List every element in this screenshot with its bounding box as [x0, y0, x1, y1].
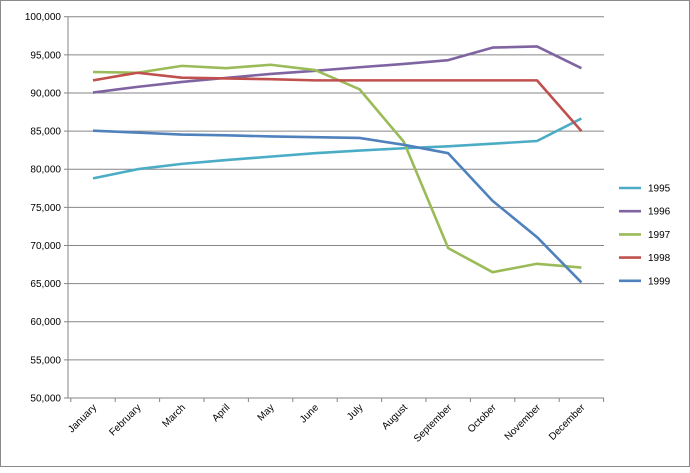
- x-tick-label: October: [466, 402, 499, 435]
- y-tick-label: 90,000: [30, 88, 61, 99]
- x-tick-label: May: [256, 402, 277, 423]
- y-tick-label: 75,000: [30, 203, 61, 214]
- y-tick-label: 85,000: [30, 127, 61, 138]
- x-tick-label: January: [66, 402, 99, 435]
- series-lines: [93, 46, 582, 282]
- legend-label-1998: 1998: [648, 253, 671, 264]
- legend-label-1999: 1999: [648, 276, 671, 287]
- x-tick-label: April: [210, 402, 232, 424]
- y-axis-ticks: 50,000 55,000 60,000 65,000 70,000 75,000 80,0…: [25, 12, 68, 404]
- series-line-1999: [93, 131, 581, 283]
- y-tick-label: 70,000: [30, 241, 61, 252]
- y-tick-label: 100,000: [25, 12, 62, 23]
- x-tick-label: August: [380, 402, 410, 432]
- x-tick-label: November: [503, 402, 544, 443]
- y-tick-label: 55,000: [30, 355, 61, 366]
- x-tick-label: February: [107, 402, 143, 438]
- legend-label-1996: 1996: [648, 207, 671, 218]
- legend: 1995 1996 1997 1998 1999: [619, 184, 671, 288]
- x-tick-label: December: [547, 402, 588, 443]
- series-line-1998: [93, 73, 581, 131]
- x-tick-label: June: [298, 402, 321, 425]
- y-tick-label: 95,000: [30, 50, 61, 61]
- x-tick-label: September: [412, 402, 455, 445]
- x-tick-label: July: [345, 402, 365, 422]
- legend-label-1997: 1997: [648, 230, 671, 241]
- y-tick-label: 65,000: [30, 279, 61, 290]
- y-tick-label: 80,000: [30, 165, 61, 176]
- legend-label-1995: 1995: [648, 184, 671, 195]
- x-tick-label: March: [160, 402, 187, 429]
- y-tick-label: 60,000: [30, 317, 61, 328]
- series-line-1997: [93, 65, 581, 272]
- y-tick-label: 50,000: [30, 394, 61, 405]
